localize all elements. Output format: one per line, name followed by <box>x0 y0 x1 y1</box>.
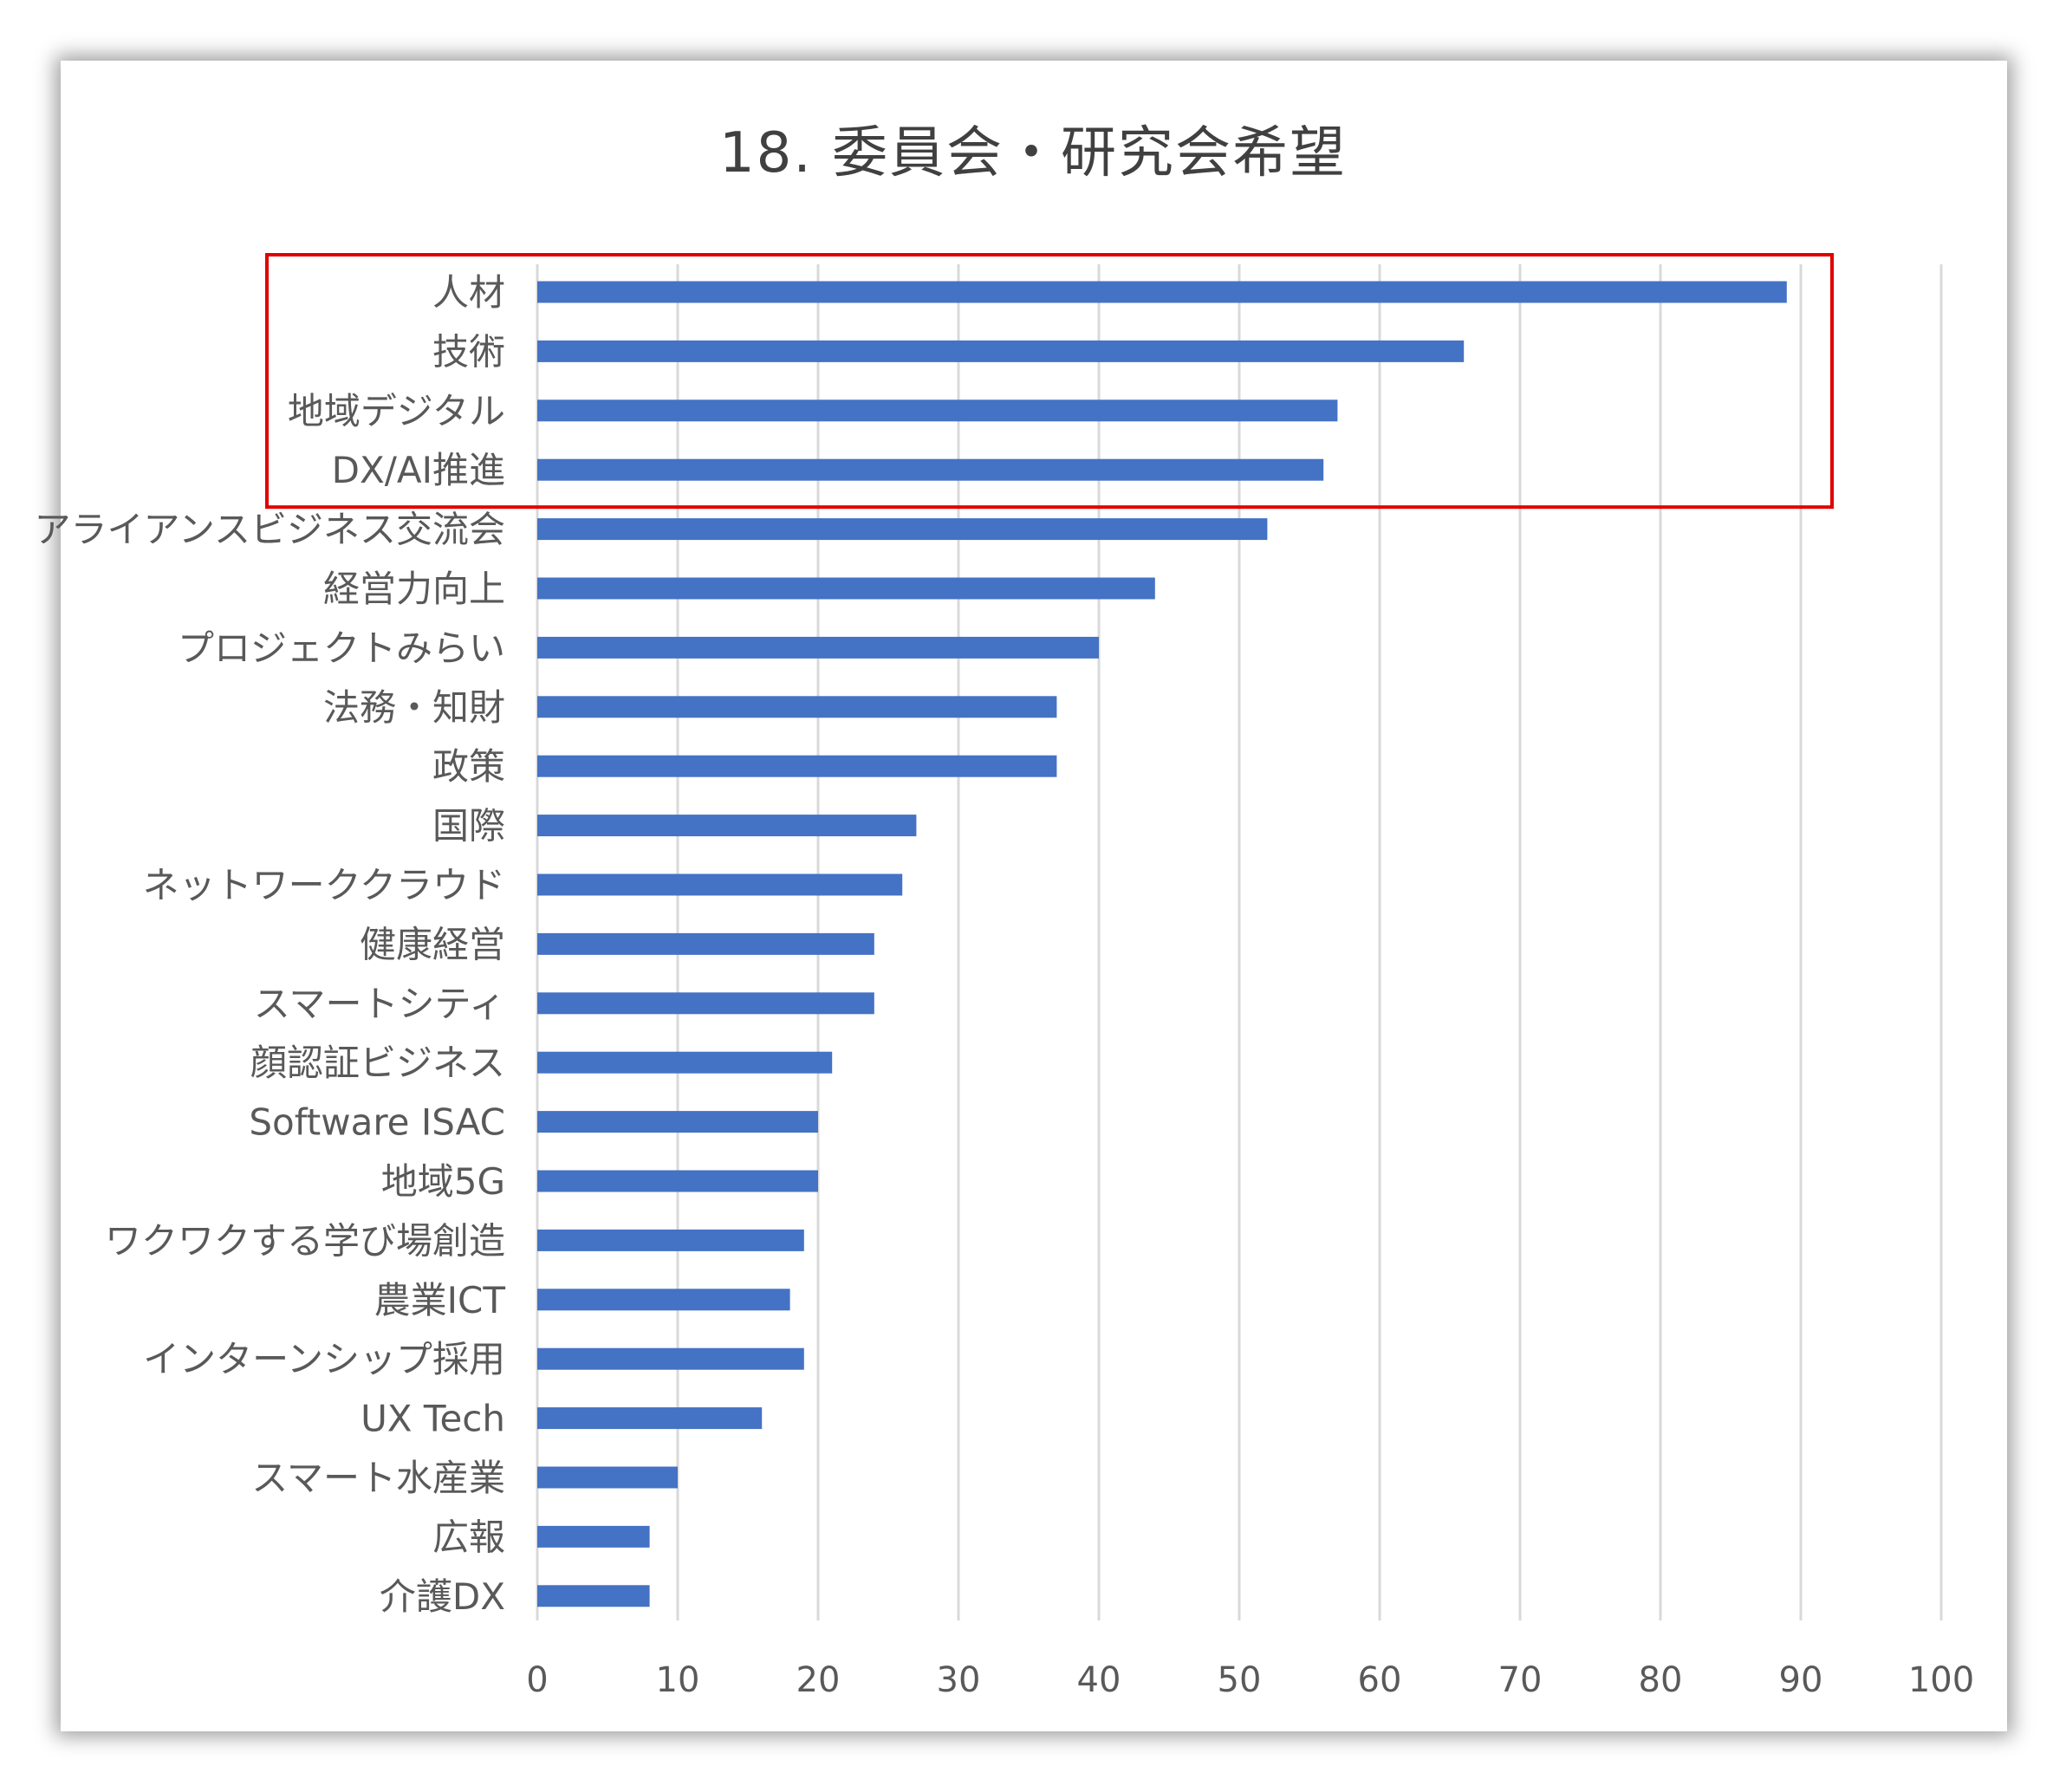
category-label: 健康経営 <box>360 923 505 965</box>
bar <box>537 458 1324 481</box>
bar <box>537 1466 678 1489</box>
category-label: スマートシティ <box>254 983 505 1025</box>
x-tick-label: 30 <box>937 1660 981 1700</box>
x-tick-label: 100 <box>1908 1660 1974 1700</box>
category-label: ワクワクする学び場創造 <box>105 1219 505 1262</box>
bar <box>537 1407 763 1430</box>
bar <box>537 1585 650 1607</box>
x-tick-label: 40 <box>1077 1660 1121 1700</box>
category-label: アライアンスビジネス交流会 <box>35 509 505 551</box>
bars <box>537 281 1787 1607</box>
highlight-box-layer <box>265 253 1834 510</box>
category-label: プロジェクトみらい <box>178 627 505 669</box>
category-label: 地域デジタル <box>288 390 505 432</box>
highlight-box <box>265 253 1834 510</box>
bar <box>537 873 903 896</box>
bar <box>537 1170 818 1192</box>
x-tick-label: 80 <box>1639 1660 1683 1700</box>
category-label: 顔認証ビジネス <box>250 1042 505 1084</box>
category-label: DX/AI推進 <box>332 449 505 491</box>
bar <box>537 1229 804 1251</box>
bar <box>537 1289 790 1311</box>
x-tick-label: 20 <box>796 1660 841 1700</box>
x-tick-label: 50 <box>1218 1660 1262 1700</box>
bar <box>537 1051 833 1074</box>
bar <box>537 577 1155 600</box>
category-label: 広報 <box>432 1516 505 1558</box>
bar <box>537 992 874 1015</box>
category-label: 人材 <box>432 271 505 314</box>
category-label: UX Tech <box>361 1398 505 1440</box>
grid-lines <box>536 264 1943 1620</box>
bar <box>537 815 917 837</box>
category-label: スマート水産業 <box>251 1457 505 1499</box>
x-tick-label: 70 <box>1498 1660 1543 1700</box>
x-tick-label: 90 <box>1779 1660 1823 1700</box>
bar <box>537 1525 650 1548</box>
bar <box>537 1111 818 1133</box>
x-tick-label: 10 <box>656 1660 700 1700</box>
x-axis-ticks: 0 10 20 30 40 50 60 70 80 90 100 <box>526 1660 1974 1700</box>
bar <box>537 340 1465 362</box>
bar <box>537 399 1338 422</box>
bar <box>537 1347 804 1370</box>
category-label: 国際 <box>432 805 505 847</box>
category-label: 法務・知財 <box>323 686 505 729</box>
bar <box>537 932 874 955</box>
bar <box>537 696 1057 718</box>
chart-title: 18. 委員会・研究会希望 <box>718 121 1348 185</box>
category-label: 農業ICT <box>374 1279 506 1321</box>
category-label: 政策 <box>432 745 505 788</box>
x-tick-label: 0 <box>526 1660 548 1700</box>
category-label: Software ISAC <box>249 1101 505 1144</box>
category-label: インターンシップ採用 <box>143 1338 505 1380</box>
bar <box>537 518 1268 541</box>
bar <box>537 636 1099 659</box>
x-tick-label: 60 <box>1358 1660 1402 1700</box>
bar <box>537 281 1787 303</box>
category-label: ネットワーククラウド <box>143 864 505 906</box>
bar <box>537 755 1057 777</box>
category-label: 介護DX <box>380 1575 505 1618</box>
category-label: 経営力向上 <box>323 568 505 610</box>
category-label: 地域5G <box>381 1160 505 1203</box>
chart-card <box>61 61 2007 1731</box>
category-label: 技術 <box>432 330 505 373</box>
